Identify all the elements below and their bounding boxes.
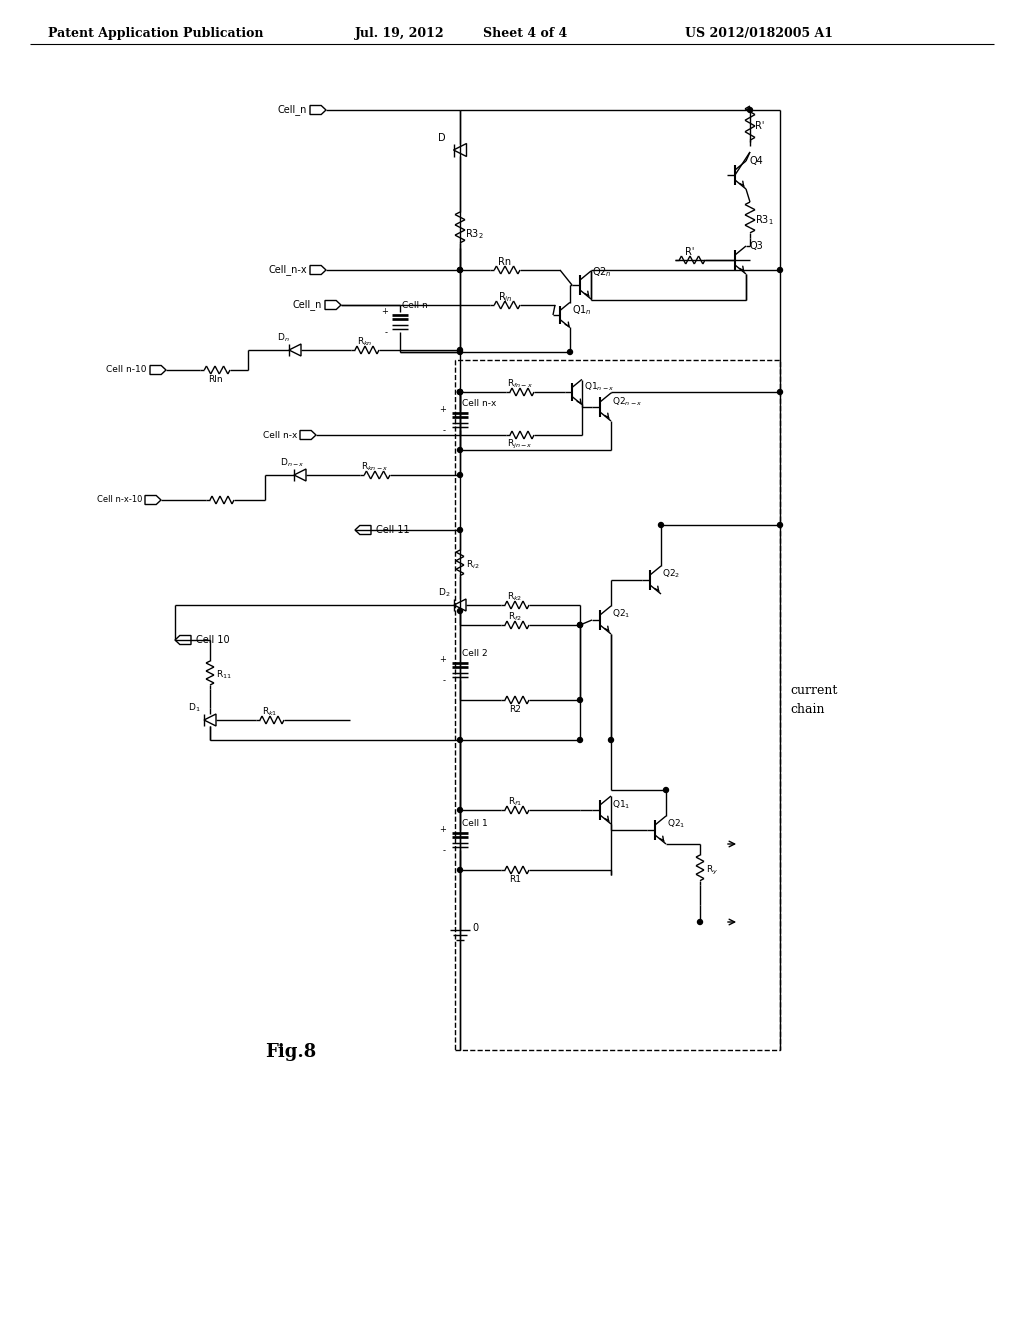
Text: R$_{f2}$: R$_{f2}$ [508, 611, 522, 623]
Text: Cell 10: Cell 10 [196, 635, 229, 645]
Text: RIn: RIn [208, 375, 222, 384]
Text: R$_{i2}$: R$_{i2}$ [466, 558, 479, 572]
Text: Q1$_n$: Q1$_n$ [572, 304, 592, 317]
Text: R$_{kn-x}$: R$_{kn-x}$ [361, 461, 389, 474]
Circle shape [458, 867, 463, 873]
Text: -: - [443, 846, 446, 855]
Text: R$_{in}$: R$_{in}$ [498, 290, 512, 304]
Text: D$_{n-x}$: D$_{n-x}$ [280, 457, 304, 469]
Text: Q2$_1$: Q2$_1$ [667, 818, 685, 830]
Text: Q4: Q4 [749, 156, 763, 166]
Text: Q2$_{n-x}$: Q2$_{n-x}$ [612, 396, 642, 408]
Text: Q2$_n$: Q2$_n$ [592, 265, 611, 279]
Text: Q1$_1$: Q1$_1$ [612, 799, 631, 812]
Text: R$_{k2}$: R$_{k2}$ [507, 591, 522, 603]
Text: R': R' [685, 247, 694, 257]
Text: Cell_n: Cell_n [293, 300, 322, 310]
Circle shape [748, 107, 753, 112]
Text: Q3: Q3 [749, 242, 763, 251]
Circle shape [458, 389, 463, 395]
Text: R$_{kn}$: R$_{kn}$ [357, 335, 373, 348]
Text: Sheet 4 of 4: Sheet 4 of 4 [483, 26, 567, 40]
Circle shape [458, 268, 463, 272]
Text: Cell n-x-10: Cell n-x-10 [96, 495, 142, 504]
Text: R1: R1 [509, 874, 521, 883]
Circle shape [777, 268, 782, 272]
Circle shape [777, 389, 782, 395]
Text: R$_{jn-x}$: R$_{jn-x}$ [507, 437, 532, 450]
Text: R2: R2 [509, 705, 521, 714]
Text: R$_{fn-x}$: R$_{fn-x}$ [507, 378, 534, 391]
Text: current
chain: current chain [790, 684, 838, 715]
Circle shape [608, 738, 613, 742]
Text: -: - [385, 329, 388, 338]
Text: -: - [443, 676, 446, 685]
Circle shape [458, 389, 463, 395]
Text: D$_2$: D$_2$ [438, 587, 451, 599]
Text: Cell 2: Cell 2 [462, 649, 487, 657]
Text: Cell n: Cell n [402, 301, 428, 310]
Circle shape [777, 523, 782, 528]
Circle shape [458, 268, 463, 272]
Circle shape [458, 350, 463, 355]
Circle shape [458, 447, 463, 453]
Text: Patent Application Publication: Patent Application Publication [48, 26, 263, 40]
Text: -: - [443, 426, 446, 436]
Text: 0: 0 [472, 923, 478, 933]
Circle shape [578, 623, 583, 627]
Circle shape [578, 738, 583, 742]
Text: D: D [438, 133, 445, 143]
Circle shape [458, 473, 463, 478]
Text: US 2012/0182005 A1: US 2012/0182005 A1 [685, 26, 833, 40]
Text: R': R' [755, 121, 764, 131]
Bar [455, 360, 780, 1049]
Circle shape [458, 609, 463, 614]
Text: +: + [439, 655, 446, 664]
Circle shape [458, 389, 463, 395]
Text: D$_n$: D$_n$ [278, 331, 290, 345]
Text: Cell 11: Cell 11 [376, 525, 410, 535]
Text: Cell 1: Cell 1 [462, 818, 487, 828]
Text: Cell n-10: Cell n-10 [106, 366, 147, 375]
Circle shape [578, 697, 583, 702]
Text: R$_{f1}$: R$_{f1}$ [508, 796, 522, 808]
Text: +: + [439, 825, 446, 833]
Text: +: + [381, 306, 388, 315]
Circle shape [458, 808, 463, 813]
Text: D$_1$: D$_1$ [188, 702, 201, 714]
Text: R3$_1$: R3$_1$ [755, 213, 774, 227]
Circle shape [458, 347, 463, 352]
Text: Cell n-x: Cell n-x [262, 430, 297, 440]
Text: Jul. 19, 2012: Jul. 19, 2012 [355, 26, 444, 40]
Text: Cell_n-x: Cell_n-x [268, 264, 307, 276]
Text: Q1$_{n-x}$: Q1$_{n-x}$ [584, 380, 614, 393]
Text: R$_{11}$: R$_{11}$ [216, 669, 231, 681]
Text: R$_{k1}$: R$_{k1}$ [262, 706, 278, 718]
Text: Rn: Rn [499, 257, 512, 267]
Circle shape [697, 920, 702, 924]
Circle shape [458, 738, 463, 742]
Circle shape [567, 350, 572, 355]
Text: Cell_n: Cell_n [278, 104, 307, 115]
Text: +: + [439, 404, 446, 413]
Circle shape [458, 528, 463, 532]
Text: Q2$_1$: Q2$_1$ [612, 607, 631, 620]
Circle shape [658, 523, 664, 528]
Circle shape [458, 389, 463, 395]
Circle shape [664, 788, 669, 792]
Text: Cell n-x: Cell n-x [462, 399, 497, 408]
Circle shape [578, 623, 583, 627]
Text: Q2$_2$: Q2$_2$ [662, 568, 680, 581]
Text: R$_y$: R$_y$ [706, 863, 718, 876]
Text: R3$_2$: R3$_2$ [465, 227, 483, 242]
Text: Fig.8: Fig.8 [265, 1043, 316, 1061]
